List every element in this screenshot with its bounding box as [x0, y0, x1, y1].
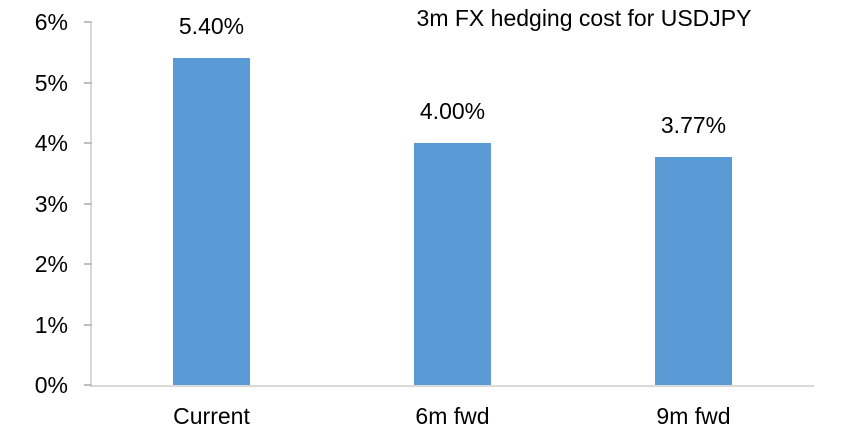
- y-tick-mark: [84, 142, 92, 144]
- y-tick-mark: [84, 21, 92, 23]
- y-tick-label: 0%: [34, 372, 68, 398]
- data-label-6m-fwd: 4.00%: [419, 98, 486, 124]
- bar-6m-fwd: [414, 143, 491, 385]
- y-tick-label: 6%: [34, 9, 68, 35]
- y-tick-mark: [84, 323, 92, 326]
- x-axis-label-9m-fwd: 9m fwd: [656, 403, 731, 429]
- chart-title: 3m FX hedging cost for USDJPY: [416, 5, 752, 31]
- data-label-current: 5.40%: [178, 13, 245, 40]
- y-tick-label: 3%: [34, 190, 68, 217]
- y-tick-label: 2%: [34, 251, 68, 277]
- y-tick-mark: [84, 202, 92, 205]
- bar-current: [173, 58, 250, 385]
- bar-9m-fwd: [655, 156, 732, 385]
- y-tick-mark: [84, 384, 92, 386]
- y-tick-label: 1%: [34, 311, 68, 338]
- data-label-9m-fwd: 3.77%: [660, 111, 727, 138]
- x-axis-line: [90, 385, 814, 387]
- x-axis-label-6m-fwd: 6m fwd: [415, 403, 490, 429]
- x-axis-label-current: Current: [173, 403, 250, 429]
- y-tick-label: 4%: [34, 130, 68, 156]
- y-tick-label: 5%: [34, 69, 68, 96]
- y-tick-mark: [84, 81, 92, 84]
- y-tick-mark: [84, 263, 92, 265]
